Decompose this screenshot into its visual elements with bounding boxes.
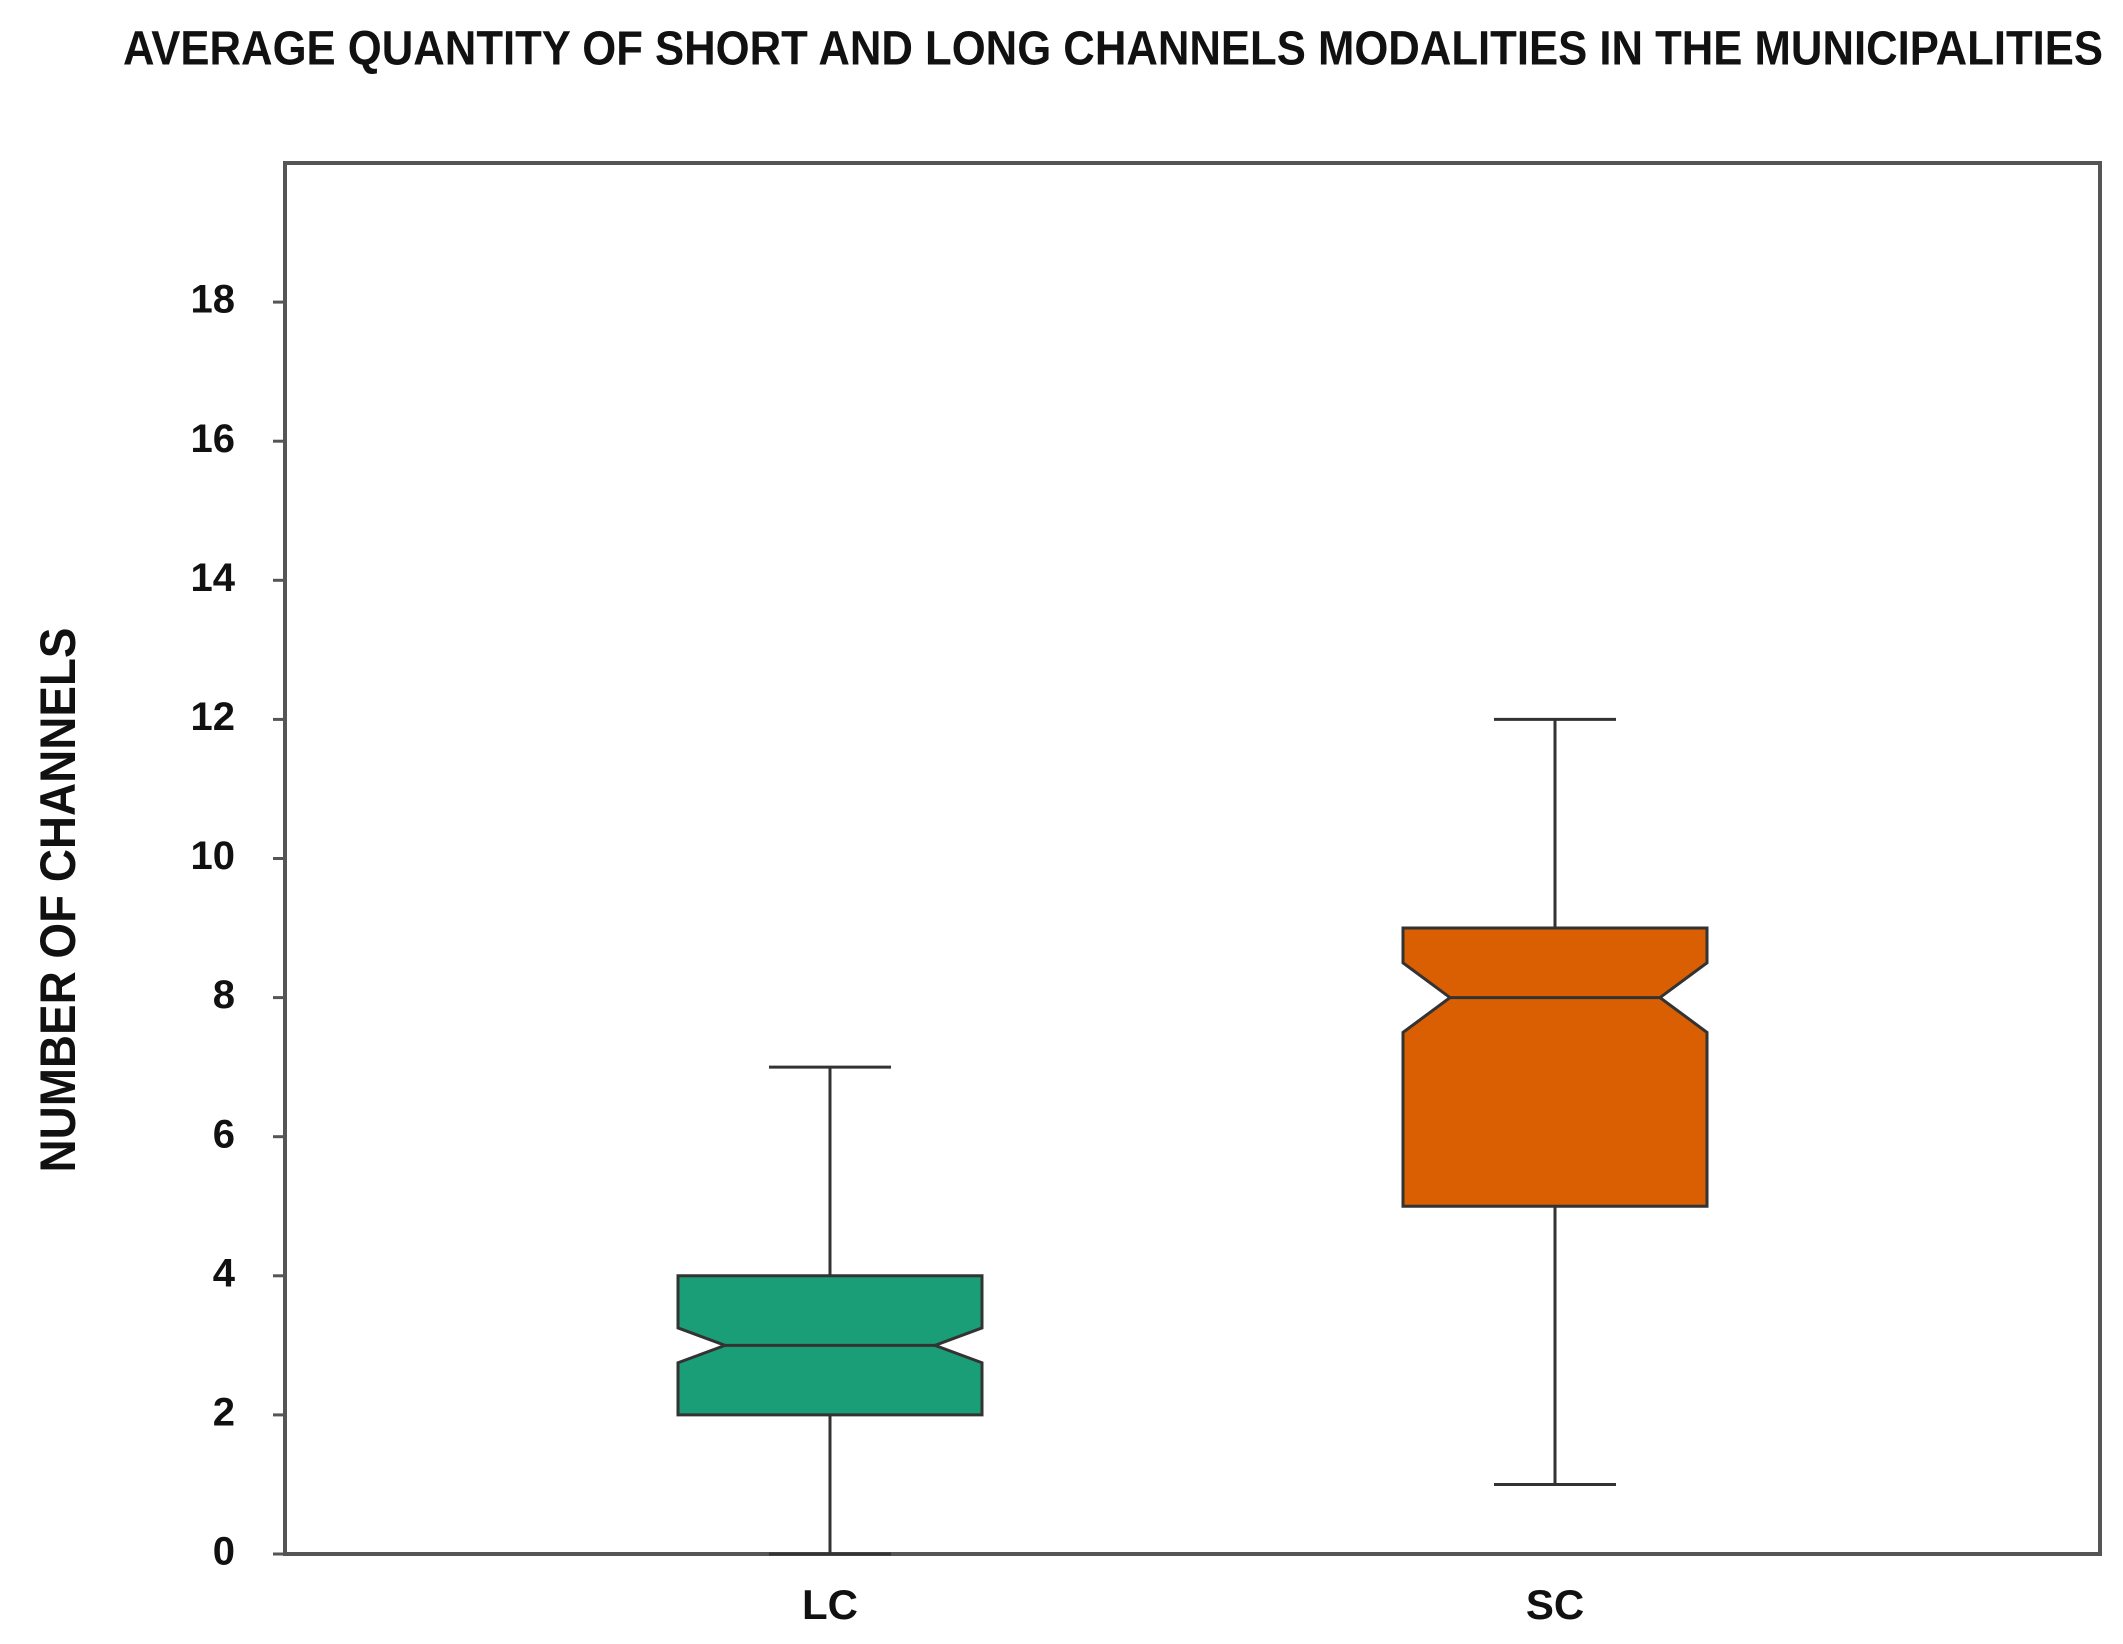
y-tick-label: 4 xyxy=(213,1251,236,1295)
plot-frame xyxy=(283,161,2102,1556)
y-tick-label: 18 xyxy=(191,278,236,322)
y-tick-label: 6 xyxy=(213,1112,235,1156)
chart-title: AVERAGE QUANTITY OF SHORT AND LONG CHANN… xyxy=(123,23,2103,76)
y-tick-label: 14 xyxy=(191,556,236,600)
x-tick-label: SC xyxy=(1526,1581,1584,1628)
y-tick-label: 12 xyxy=(191,695,236,739)
y-tick-label: 8 xyxy=(213,973,235,1017)
y-tick-label: 2 xyxy=(213,1390,235,1434)
y-tick-label: 10 xyxy=(191,834,236,878)
x-tick-label: LC xyxy=(802,1581,858,1628)
y-tick-label: 16 xyxy=(191,417,236,461)
box xyxy=(1401,926,1709,1208)
y-axis-label: NUMBER OF CHANNELS xyxy=(30,628,86,1173)
y-tick-label: 0 xyxy=(213,1530,235,1574)
